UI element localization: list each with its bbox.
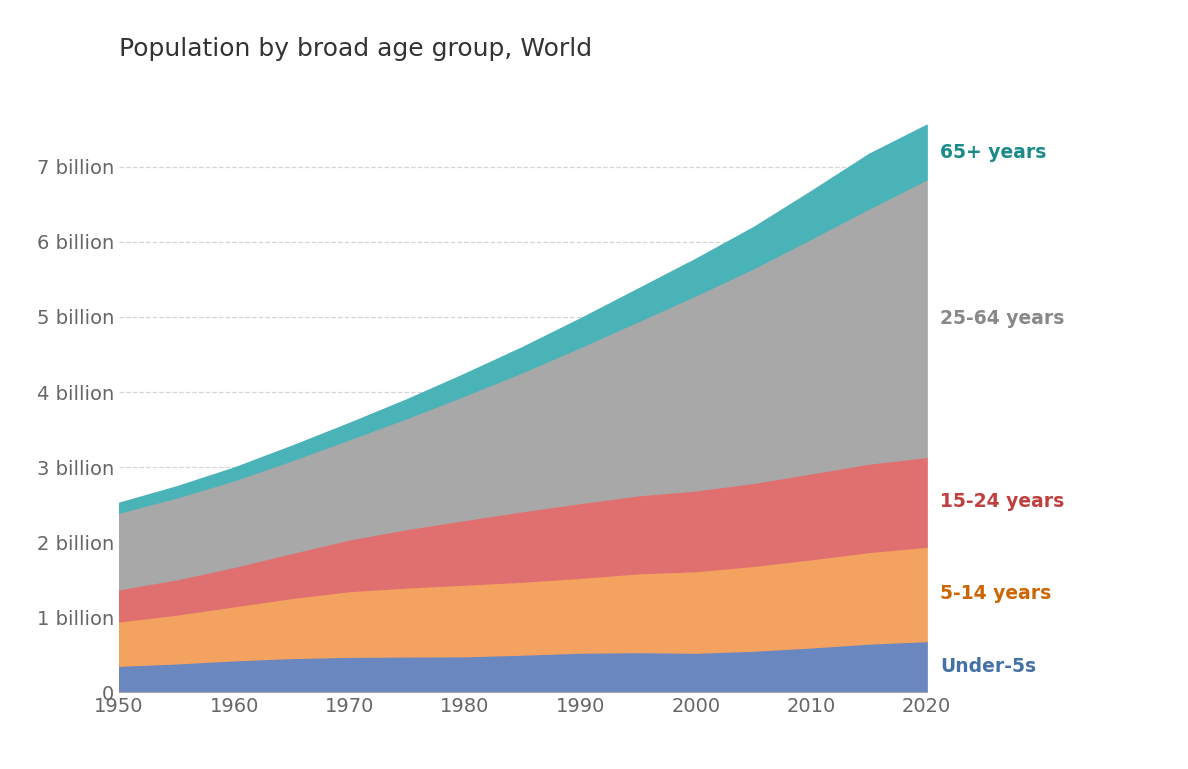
Text: Under-5s: Under-5s <box>941 657 1037 676</box>
Text: Population by broad age group, World: Population by broad age group, World <box>119 37 592 61</box>
Text: 15-24 years: 15-24 years <box>941 492 1064 511</box>
Text: 25-64 years: 25-64 years <box>941 308 1064 328</box>
Text: 65+ years: 65+ years <box>941 142 1047 161</box>
Text: 5-14 years: 5-14 years <box>941 584 1051 604</box>
